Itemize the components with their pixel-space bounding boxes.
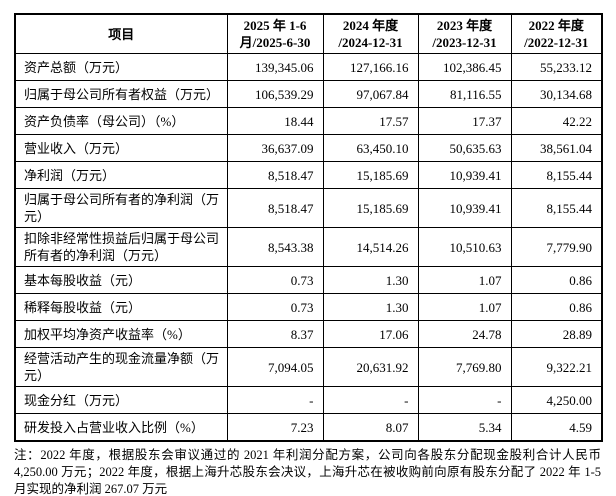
- cell-value: 8.07: [322, 413, 419, 442]
- period-line2: /2024-12-31: [338, 35, 403, 50]
- cell-value: 8,155.44: [510, 161, 603, 189]
- table-row: 净利润（万元） 8,518.47 15,185.69 10,939.41 8,155.4…: [14, 161, 603, 189]
- cell-value: -: [322, 386, 419, 414]
- table-row: 归属于母公司所有者的净利润（万元） 8,518.47 15,185.69 10,939…: [14, 188, 603, 228]
- cell-value: 8,518.47: [226, 161, 324, 189]
- cell-value: 9,322.21: [510, 347, 603, 387]
- column-header-period: 2022 年度/2022-12-31: [510, 13, 603, 54]
- cell-value: 1.30: [322, 266, 419, 294]
- column-header-period: 2024 年度/2024-12-31: [322, 13, 419, 54]
- cell-value: 7,769.80: [417, 347, 512, 387]
- cell-value: 8.37: [226, 320, 324, 348]
- cell-value: 42.22: [510, 107, 603, 135]
- cell-value: 81,116.55: [417, 80, 512, 108]
- period-line2: 月/2025-6-30: [239, 35, 311, 50]
- cell-value: 38,561.04: [510, 134, 603, 162]
- financial-summary-table: 项目 2025 年 1-6 月/2025-6-30 2024 年度/2024-12-…: [14, 13, 603, 442]
- table-row: 研发投入占营业收入比例（%） 7.23 8.07 5.34 4.59: [14, 413, 603, 442]
- table-row: 加权平均净资产收益率（%） 8.37 17.06 24.78 28.89: [14, 320, 603, 348]
- cell-value: 7.23: [226, 413, 324, 442]
- cell-value: 30,134.68: [510, 80, 603, 108]
- cell-value: 8,543.38: [226, 227, 324, 267]
- cell-value: 8,155.44: [510, 188, 603, 228]
- row-label: 研发投入占营业收入比例（%）: [14, 413, 228, 442]
- cell-value: 18.44: [226, 107, 324, 135]
- row-label: 基本每股收益（元）: [14, 266, 228, 294]
- table-row: 扣除非经常性损益后归属于母公司所有者的净利润（万元） 8,543.38 14,514…: [14, 227, 603, 267]
- cell-value: 15,185.69: [322, 161, 419, 189]
- cell-value: 50,635.63: [417, 134, 512, 162]
- cell-value: 8,518.47: [226, 188, 324, 228]
- column-header-period: 2023 年度/2023-12-31: [417, 13, 512, 54]
- cell-value: 97,067.84: [322, 80, 419, 108]
- cell-value: 10,510.63: [417, 227, 512, 267]
- table-row: 营业收入（万元） 36,637.09 63,450.10 50,635.63 38,56…: [14, 134, 603, 162]
- cell-value: 1.30: [322, 293, 419, 321]
- cell-value: 14,514.26: [322, 227, 419, 267]
- row-label: 资产总额（万元）: [14, 53, 228, 81]
- table-row: 基本每股收益（元） 0.73 1.30 1.07 0.86: [14, 266, 603, 294]
- row-label: 净利润（万元）: [14, 161, 228, 189]
- period-line1: 2025 年 1-6: [243, 18, 307, 33]
- cell-value: -: [226, 386, 324, 414]
- cell-value: 63,450.10: [322, 134, 419, 162]
- table-row: 经营活动产生的现金流量净额（万元） 7,094.05 20,631.92 7,769.…: [14, 347, 603, 387]
- row-label: 营业收入（万元）: [14, 134, 228, 162]
- cell-value: 17.06: [322, 320, 419, 348]
- column-header-period: 2025 年 1-6 月/2025-6-30: [226, 13, 324, 54]
- cell-value: 28.89: [510, 320, 603, 348]
- cell-value: 0.73: [226, 293, 324, 321]
- period-line2: /2022-12-31: [524, 35, 589, 50]
- row-label: 经营活动产生的现金流量净额（万元）: [14, 347, 228, 387]
- period-line2: /2023-12-31: [432, 35, 497, 50]
- cell-value: 36,637.09: [226, 134, 324, 162]
- table-header-row: 项目 2025 年 1-6 月/2025-6-30 2024 年度/2024-12-…: [14, 13, 603, 54]
- cell-value: 127,166.16: [322, 53, 419, 81]
- cell-value: 0.86: [510, 293, 603, 321]
- row-label: 归属于母公司所有者的净利润（万元）: [14, 188, 228, 228]
- cell-value: 20,631.92: [322, 347, 419, 387]
- table-row: 资产负债率（母公司）（%） 18.44 17.57 17.37 42.22: [14, 107, 603, 135]
- period-line1: 2022 年度: [528, 18, 584, 33]
- cell-value: 7,779.90: [510, 227, 603, 267]
- cell-value: 7,094.05: [226, 347, 324, 387]
- table-row: 归属于母公司所有者权益（万元） 106,539.29 97,067.84 81,116…: [14, 80, 603, 108]
- row-label: 现金分红（万元）: [14, 386, 228, 414]
- cell-value: 0.86: [510, 266, 603, 294]
- cell-value: 106,539.29: [226, 80, 324, 108]
- cell-value: 15,185.69: [322, 188, 419, 228]
- row-label: 加权平均净资产收益率（%）: [14, 320, 228, 348]
- cell-value: 10,939.41: [417, 188, 512, 228]
- cell-value: 4.59: [510, 413, 603, 442]
- column-header-item: 项目: [14, 13, 228, 54]
- row-label: 归属于母公司所有者权益（万元）: [14, 80, 228, 108]
- cell-value: 102,386.45: [417, 53, 512, 81]
- row-label: 扣除非经常性损益后归属于母公司所有者的净利润（万元）: [14, 227, 228, 267]
- cell-value: 1.07: [417, 266, 512, 294]
- period-line1: 2023 年度: [436, 18, 493, 33]
- footnote-text: 注：2022 年度，根据股东会审议通过的 2021 年利润分配方案，公司向各股东…: [14, 448, 601, 496]
- row-label: 资产负债率（母公司）（%）: [14, 107, 228, 135]
- period-line1: 2024 年度: [342, 18, 399, 33]
- cell-value: -: [417, 386, 512, 414]
- table-row: 稀释每股收益（元） 0.73 1.30 1.07 0.86: [14, 293, 603, 321]
- cell-value: 17.57: [322, 107, 419, 135]
- table-row: 资产总额（万元） 139,345.06 127,166.16 102,386.45 55…: [14, 53, 603, 81]
- cell-value: 0.73: [226, 266, 324, 294]
- cell-value: 139,345.06: [226, 53, 324, 81]
- table-row: 现金分红（万元） - - -4,250.00: [14, 386, 603, 414]
- row-label: 稀释每股收益（元）: [14, 293, 228, 321]
- cell-value: 1.07: [417, 293, 512, 321]
- cell-value: 24.78: [417, 320, 512, 348]
- cell-value: 4,250.00: [510, 386, 603, 414]
- cell-value: 55,233.12: [510, 53, 603, 81]
- cell-value: 17.37: [417, 107, 512, 135]
- cell-value: 10,939.41: [417, 161, 512, 189]
- cell-value: 5.34: [417, 413, 512, 442]
